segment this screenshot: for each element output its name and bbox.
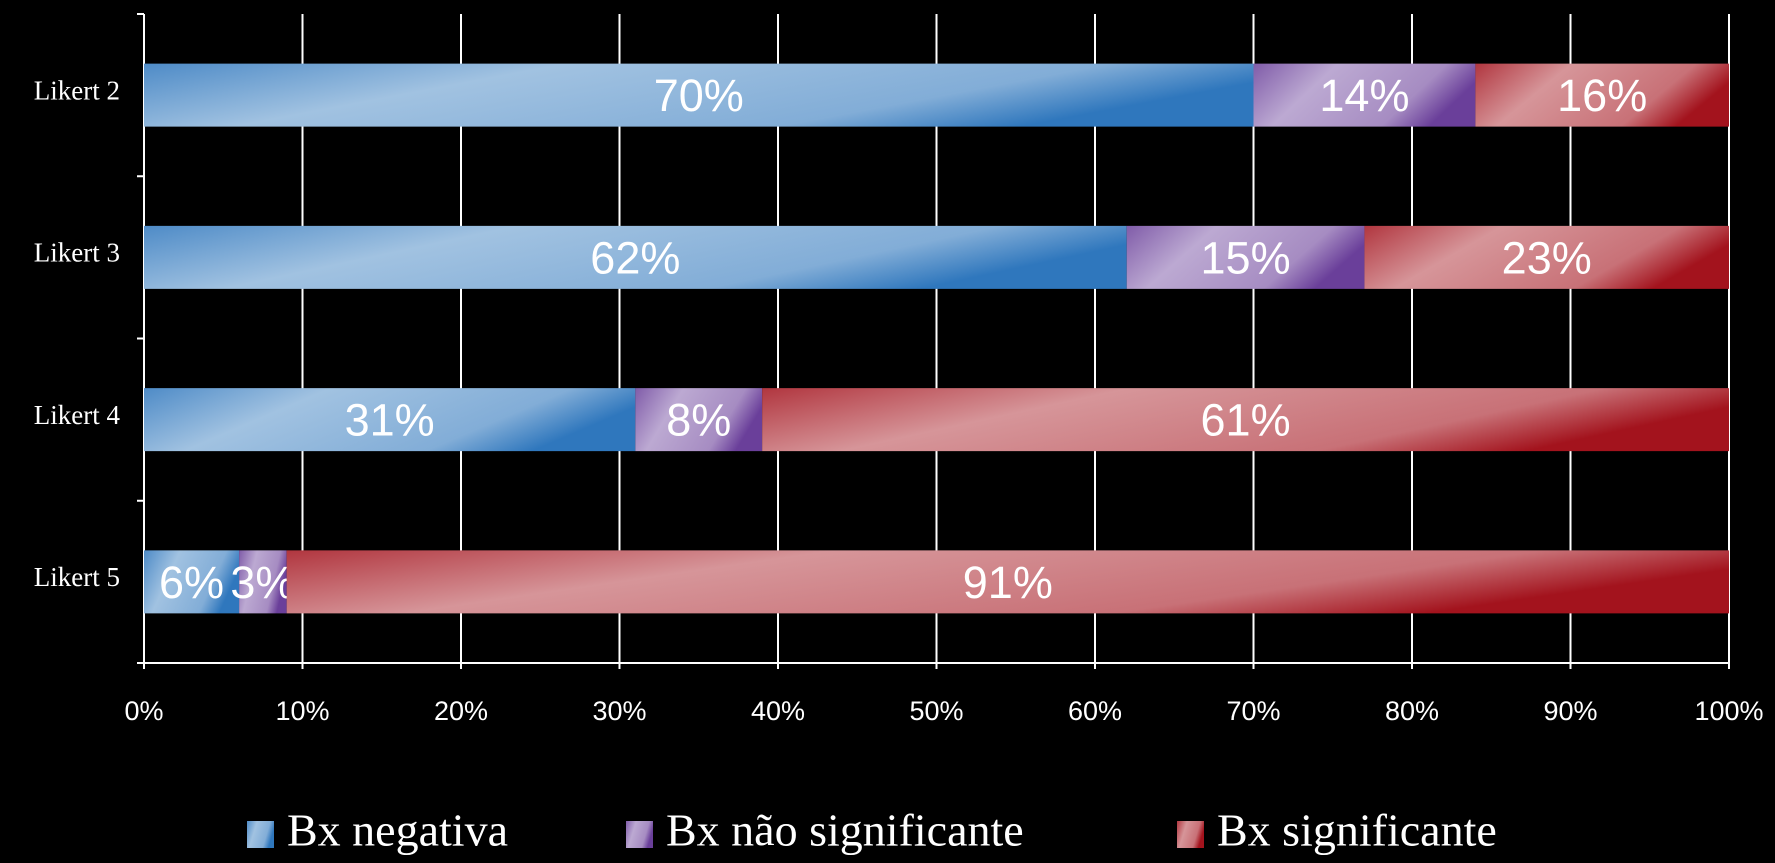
data-label: 23% (1502, 232, 1592, 283)
data-label: 15% (1201, 232, 1291, 283)
bar-segment (144, 63, 1254, 127)
x-tick-label: 70% (1226, 696, 1280, 726)
category-label: Likert 3 (34, 238, 120, 268)
legend-label: Bx negativa (287, 805, 508, 856)
x-tick-label: 90% (1543, 696, 1597, 726)
x-tick-label: 30% (592, 696, 646, 726)
x-tick-label: 20% (434, 696, 488, 726)
data-label: 70% (654, 70, 744, 121)
x-tick-label: 100% (1694, 696, 1763, 726)
data-label: 14% (1319, 70, 1409, 121)
legend-swatch (626, 821, 653, 848)
legend-swatch (247, 821, 274, 848)
bar-segment (1126, 225, 1365, 289)
bar-segment (239, 550, 287, 614)
bar-segment (144, 550, 240, 614)
legend-swatch (1177, 821, 1204, 848)
x-tick-label: 0% (124, 696, 163, 726)
data-label: 31% (345, 395, 435, 446)
bar-segment (762, 388, 1729, 452)
legend-label: Bx significante (1217, 805, 1497, 856)
bar-segment (1253, 63, 1476, 127)
category-label: Likert 4 (34, 400, 121, 430)
x-tick-label: 60% (1068, 696, 1122, 726)
x-tick-label: 40% (751, 696, 805, 726)
bar-segment (635, 388, 763, 452)
data-label: 16% (1557, 70, 1647, 121)
bar-segment (144, 225, 1127, 289)
legend-label: Bx não significante (666, 805, 1024, 856)
bar-segment (144, 388, 636, 452)
x-tick-label: 80% (1385, 696, 1439, 726)
data-label: 91% (963, 557, 1053, 608)
bar-segment (286, 550, 1729, 614)
category-label: Likert 5 (34, 562, 120, 592)
data-label: 6% (159, 557, 224, 608)
x-tick-label: 10% (275, 696, 329, 726)
data-label: 62% (590, 232, 680, 283)
category-label: Likert 2 (34, 75, 120, 105)
bar-segment (1364, 225, 1729, 289)
bar-segment (1475, 63, 1729, 127)
data-label: 8% (666, 395, 731, 446)
data-label: 3% (230, 557, 295, 608)
x-tick-label: 50% (909, 696, 963, 726)
data-label: 61% (1201, 395, 1291, 446)
